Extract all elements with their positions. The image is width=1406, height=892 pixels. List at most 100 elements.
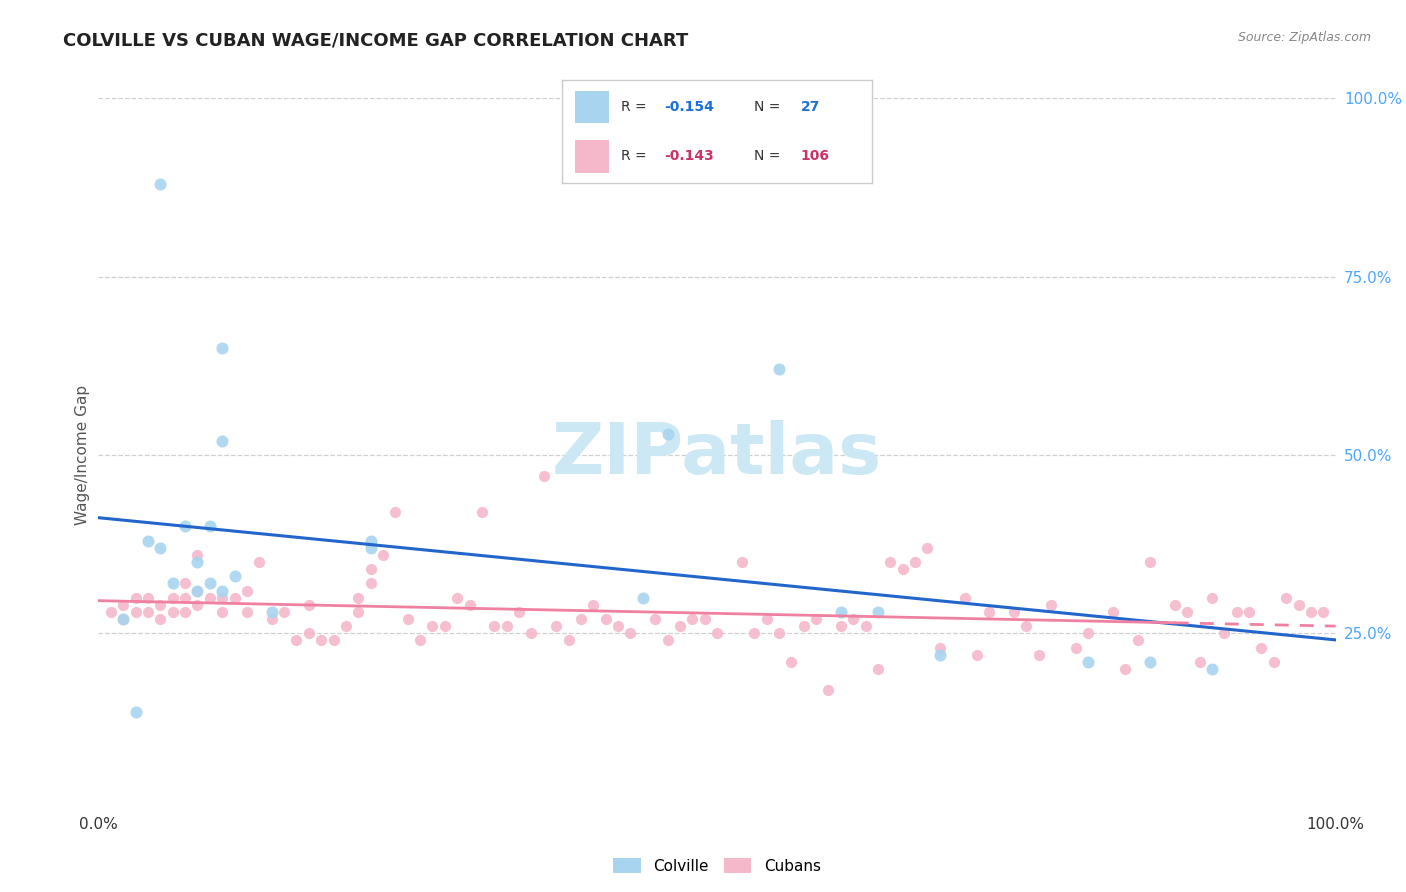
Point [136,533,159,548]
Point [1126,633,1149,648]
Point [174,576,197,591]
Point [309,633,332,648]
Point [619,626,641,640]
Point [360,533,382,548]
Point [917,541,939,555]
Point [842,612,865,626]
Point [1139,655,1161,669]
Point [298,626,321,640]
Point [1250,640,1272,655]
Point [631,591,654,605]
Point [508,605,530,619]
Point [755,612,778,626]
Text: 106: 106 [800,149,830,163]
Point [891,562,914,576]
Point [136,605,159,619]
Point [520,626,543,640]
Point [260,605,283,619]
Point [149,598,172,612]
Point [768,362,790,376]
Point [879,555,901,569]
Point [1164,598,1187,612]
Legend: Colville, Cubans: Colville, Cubans [607,852,827,880]
Text: -0.154: -0.154 [665,100,714,114]
Point [224,591,246,605]
Point [124,591,146,605]
Point [236,605,259,619]
Point [433,619,456,633]
Point [298,598,321,612]
Point [136,591,159,605]
Point [198,591,221,605]
Point [224,569,246,583]
Point [211,341,233,355]
Point [458,598,481,612]
Point [1015,619,1038,633]
Point [657,426,679,441]
Point [484,619,506,633]
Point [273,605,295,619]
Text: R =: R = [621,100,651,114]
Point [546,619,568,633]
Point [1226,605,1249,619]
Point [335,619,357,633]
Point [174,591,197,605]
Point [112,612,135,626]
Point [236,583,259,598]
Point [112,612,135,626]
Point [1028,648,1050,662]
Point [780,655,803,669]
Point [1275,591,1298,605]
Point [706,626,728,640]
Point [1175,605,1198,619]
Point [162,591,184,605]
Point [1077,655,1099,669]
Point [1040,598,1063,612]
Point [409,633,432,648]
Point [186,598,208,612]
Point [360,541,382,555]
Point [557,633,579,648]
Y-axis label: Wage/Income Gap: Wage/Income Gap [75,384,90,525]
Point [186,555,208,569]
Point [830,619,852,633]
Point [928,640,950,655]
Point [768,626,790,640]
Point [979,605,1001,619]
Point [186,583,208,598]
Point [211,434,233,448]
Point [928,648,950,662]
Point [174,519,197,533]
Point [371,548,394,562]
Point [100,605,122,619]
Point [211,583,233,598]
Point [855,619,877,633]
Point [260,612,283,626]
Point [162,605,184,619]
Point [1312,605,1334,619]
Point [1263,655,1285,669]
Text: ZIPatlas: ZIPatlas [553,420,882,490]
Point [582,598,605,612]
Point [247,555,270,569]
Text: N =: N = [754,149,785,163]
Point [162,576,184,591]
Point [533,469,555,483]
Text: COLVILLE VS CUBAN WAGE/INCOME GAP CORRELATION CHART: COLVILLE VS CUBAN WAGE/INCOME GAP CORREL… [63,31,689,49]
Point [569,612,592,626]
Point [804,612,827,626]
Point [322,633,344,648]
Point [904,555,927,569]
Text: 27: 27 [800,100,820,114]
Point [669,619,692,633]
Point [211,591,233,605]
Point [731,555,754,569]
Point [347,591,370,605]
Point [186,548,208,562]
Point [657,633,679,648]
Point [495,619,517,633]
Text: -0.143: -0.143 [665,149,714,163]
Point [384,505,406,519]
Point [1102,605,1125,619]
Point [1201,591,1223,605]
